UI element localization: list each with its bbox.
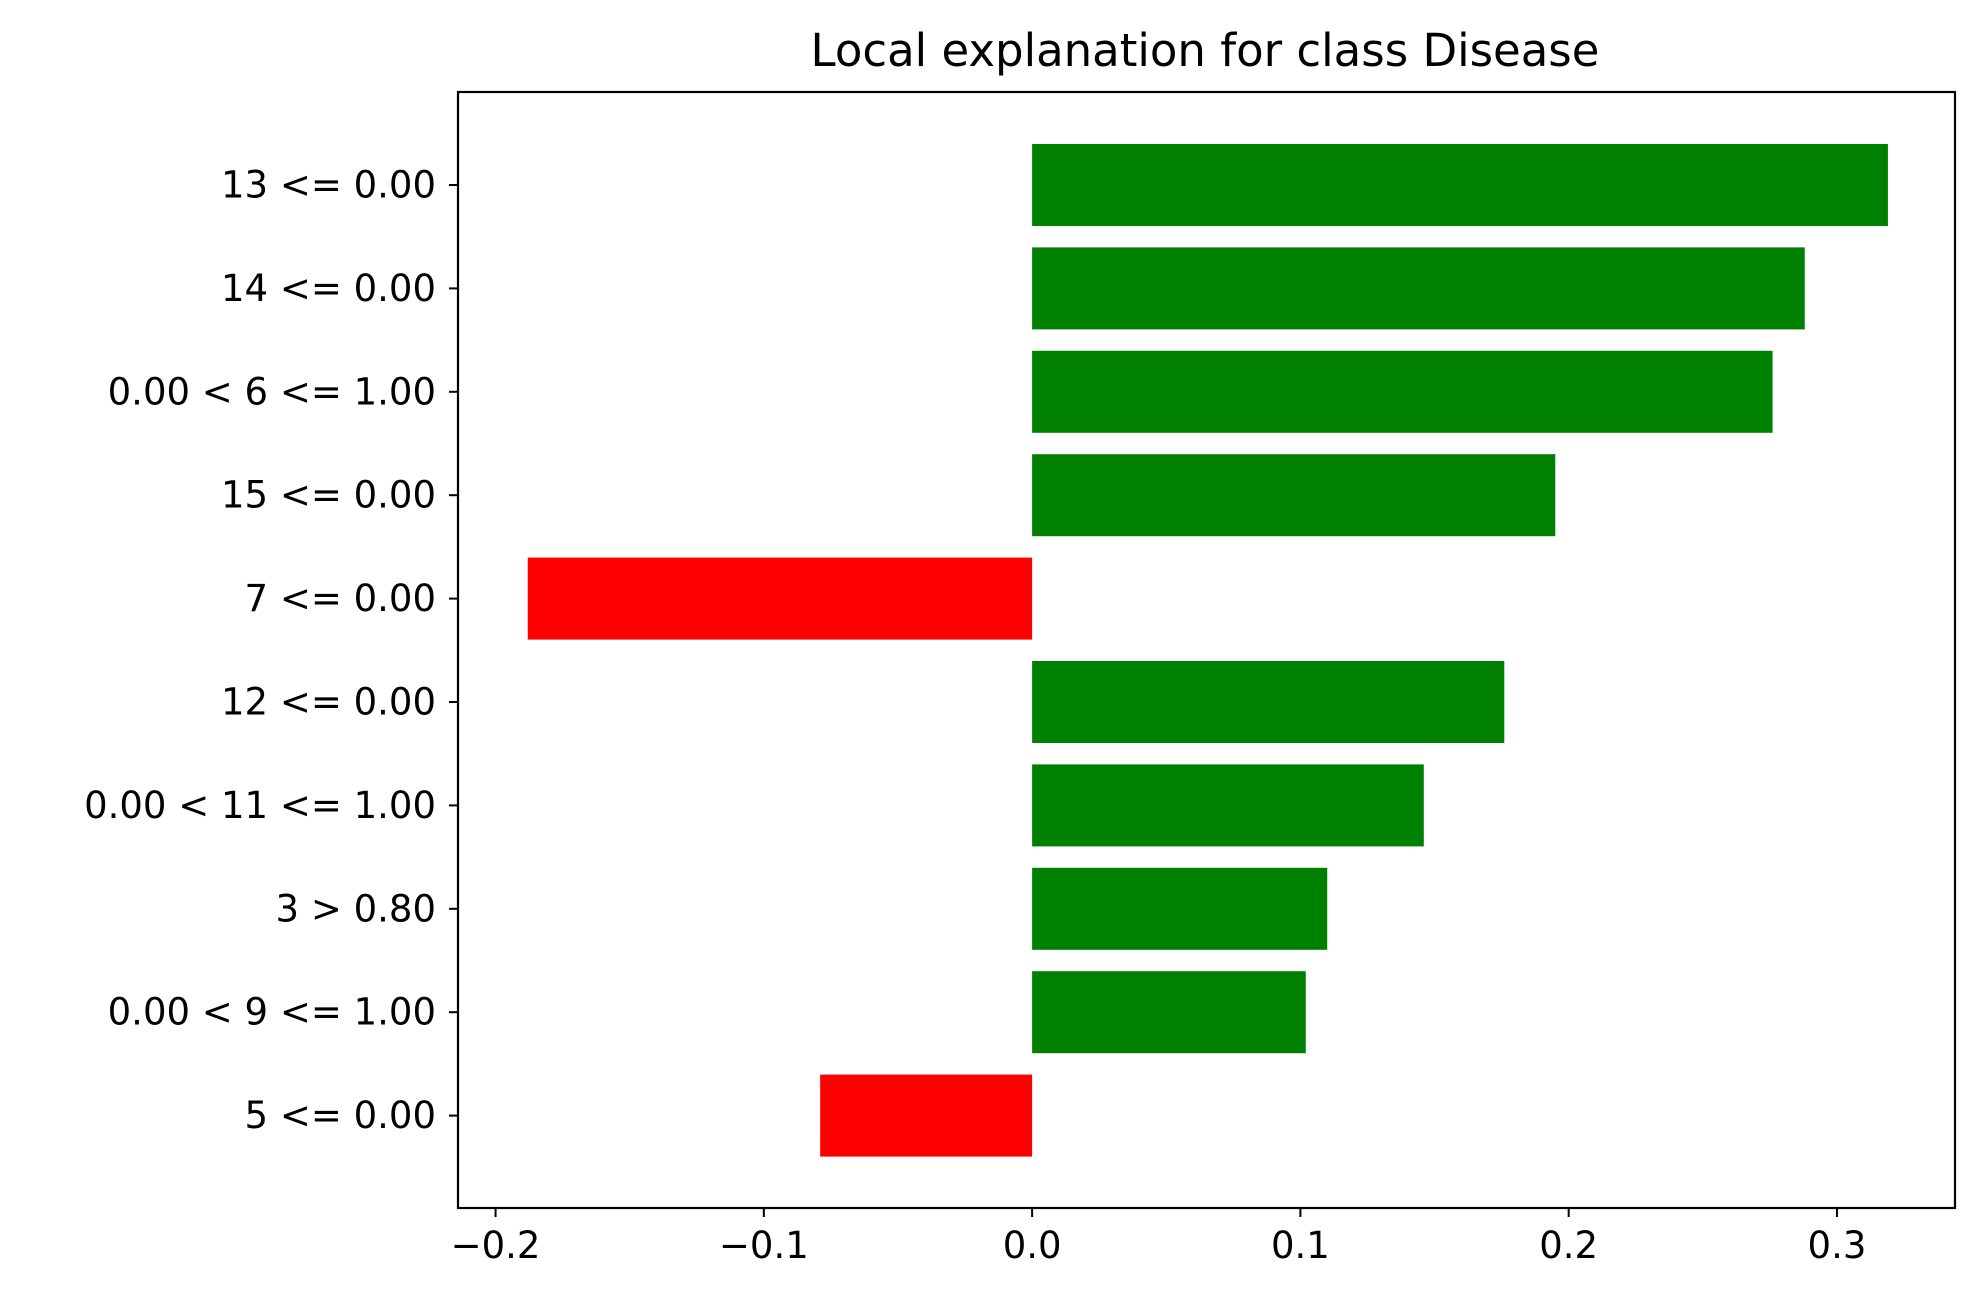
bar — [1032, 764, 1424, 847]
bar — [527, 557, 1033, 640]
bar — [820, 1074, 1033, 1157]
bar — [1032, 247, 1805, 330]
plot-area-frame — [456, 90, 1957, 1210]
y-tick-label: 3 > 0.80 — [276, 887, 436, 930]
y-tick-label: 0.00 < 11 <= 1.00 — [84, 784, 436, 827]
x-tick-label: 0.2 — [1539, 1224, 1598, 1267]
bar — [1032, 867, 1328, 950]
y-tick-label: 13 <= 0.00 — [221, 164, 436, 207]
y-tick-label: 0.00 < 6 <= 1.00 — [108, 370, 436, 413]
x-tick-label: 0.3 — [1808, 1224, 1867, 1267]
y-tick-label: 15 <= 0.00 — [221, 474, 436, 517]
bar — [1032, 661, 1505, 743]
x-tick-label: 0.0 — [1003, 1224, 1062, 1267]
x-tick-label: −0.2 — [451, 1224, 541, 1267]
y-tick-label: 0.00 < 9 <= 1.00 — [108, 991, 436, 1034]
x-tick-label: −0.1 — [719, 1224, 809, 1267]
bars-layer — [527, 144, 1888, 1157]
bar — [1032, 454, 1556, 537]
bar — [1032, 144, 1888, 226]
x-axis: −0.2 −0.1 0.0 0.1 0.2 0.3 — [451, 1208, 1867, 1267]
x-tick-label: 0.1 — [1271, 1224, 1330, 1267]
bar — [1032, 350, 1773, 433]
bar — [1032, 971, 1306, 1054]
y-axis: 13 <= 0.00 14 <= 0.00 0.00 < 6 <= 1.00 15 <… — [84, 164, 458, 1137]
y-tick-label: 12 <= 0.00 — [221, 681, 436, 724]
y-tick-label: 5 <= 0.00 — [245, 1094, 436, 1137]
y-tick-label: 14 <= 0.00 — [221, 267, 436, 310]
y-tick-label: 7 <= 0.00 — [245, 577, 436, 620]
chart-title: Local explanation for class Disease — [811, 24, 1600, 77]
